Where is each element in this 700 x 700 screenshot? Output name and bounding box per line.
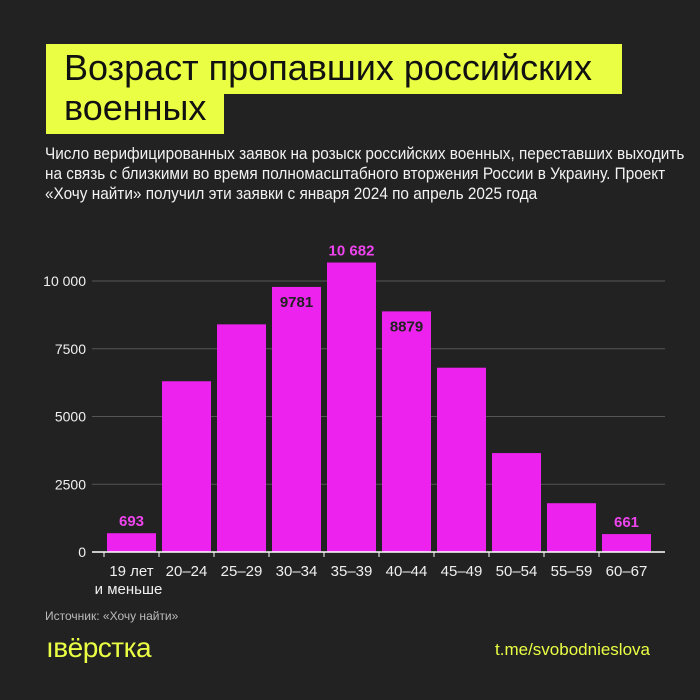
chart-subtitle: Число верифицированных заявок на розыск …: [45, 145, 685, 203]
bar: [272, 286, 321, 552]
bar: [382, 311, 431, 552]
x-tick-label: 25–29: [221, 563, 263, 580]
x-tick-label: 50–54: [496, 563, 538, 580]
bar: [327, 262, 376, 552]
y-tick-label: 7500: [55, 341, 86, 357]
title-highlight: [46, 94, 224, 134]
source-note: Источник: «Хочу найти»: [45, 609, 179, 623]
x-tick-label: 60–67: [606, 563, 648, 580]
data-label: 9781: [280, 294, 313, 311]
bar: [217, 324, 266, 552]
data-label: 693: [119, 513, 144, 530]
data-label: 8879: [390, 318, 423, 335]
bar: [492, 453, 541, 552]
x-tick-label: 35–39: [331, 563, 373, 580]
data-label: 661: [614, 514, 639, 531]
x-tick-label: 19 лет: [109, 563, 153, 580]
data-label: 10 682: [329, 243, 375, 260]
bar: [547, 503, 596, 552]
x-tick-label: 30–34: [276, 563, 318, 580]
x-tick-label: 45–49: [441, 563, 483, 580]
x-tick-label: 40–44: [386, 563, 428, 580]
y-tick-label: 0: [78, 544, 86, 560]
x-tick-label: 55–59: [551, 563, 593, 580]
x-tick-label: и меньше: [95, 581, 163, 598]
logo-verstka: ıвёрстка: [46, 632, 152, 663]
y-tick-label: 10 000: [43, 273, 86, 289]
y-tick-label: 2500: [55, 476, 86, 492]
bar: [107, 533, 156, 552]
y-tick-label: 5000: [55, 409, 86, 425]
bar: [602, 534, 651, 552]
bar: [437, 367, 486, 552]
bar: [162, 381, 211, 552]
x-tick-label: 20–24: [166, 563, 208, 580]
title-highlight: [46, 44, 622, 94]
telegram-link[interactable]: t.me/svobodnieslova: [495, 640, 650, 659]
chart-title: Возраст пропавших российских военных: [64, 47, 592, 128]
